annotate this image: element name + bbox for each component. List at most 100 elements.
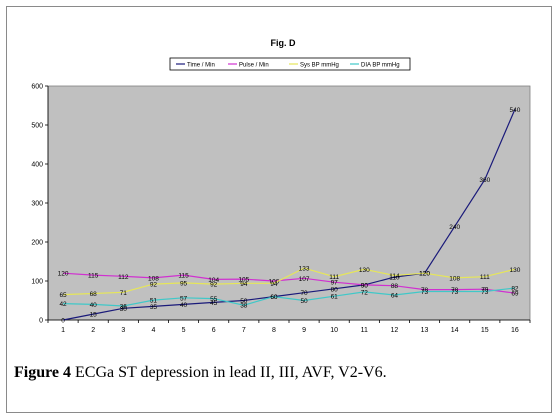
legend-label: Sys BP mmHg	[300, 63, 339, 69]
data-label: 133	[299, 266, 310, 273]
x-tick-label: 1	[61, 327, 65, 334]
data-label: 38	[240, 303, 248, 310]
data-label: 50	[240, 298, 248, 305]
data-label: 130	[359, 267, 370, 274]
chart-title: Fig. D	[271, 38, 296, 48]
data-label: 94	[240, 281, 248, 288]
x-tick-label: 5	[182, 327, 186, 334]
legend-item: Pulse / Min	[228, 63, 269, 69]
x-tick-label: 2	[91, 327, 95, 334]
data-label: 97	[331, 280, 339, 287]
data-label: 57	[180, 295, 188, 302]
legend-label: Pulse / Min	[239, 63, 269, 69]
data-label: 92	[150, 282, 158, 289]
plot-area	[47, 85, 531, 321]
y-tick-label: 200	[31, 240, 43, 247]
data-label: 108	[449, 275, 460, 282]
data-label: 15	[90, 312, 98, 319]
data-label: 73	[481, 289, 489, 296]
data-label: 35	[150, 304, 158, 311]
y-tick-label: 500	[31, 123, 43, 130]
data-label: 120	[419, 271, 430, 278]
y-tick-label: 100	[31, 279, 43, 286]
data-label: 51	[150, 298, 158, 305]
line-chart: Fig. D Time / Min Pulse / Min Sys BP mmHg DI…	[31, 38, 531, 334]
data-label: 68	[90, 291, 98, 298]
x-tick-label: 14	[451, 327, 459, 334]
y-tick-label: 400	[31, 162, 43, 169]
data-label: 42	[59, 301, 67, 308]
series-line	[63, 267, 516, 296]
caption-prefix: Figure 4	[14, 364, 72, 381]
data-label: 78	[421, 287, 429, 294]
data-label: 73	[421, 289, 429, 296]
data-label: 110	[389, 275, 400, 282]
series-line	[63, 272, 515, 294]
data-label: 79	[481, 287, 489, 294]
x-tick-label: 4	[151, 327, 155, 334]
y-tick-label: 0	[39, 318, 43, 325]
data-label: 71	[120, 290, 128, 297]
legend-item: Sys BP mmHg	[289, 63, 339, 69]
x-tick-label: 8	[272, 327, 276, 334]
data-label: 69	[511, 291, 519, 298]
legend-item: DIA BP mmHg	[350, 63, 400, 69]
data-label: 88	[391, 283, 399, 290]
data-label: 55	[210, 296, 218, 303]
series-line	[63, 287, 515, 307]
series-3: 65 68 71 92 95 92 94 94 133 111 130 114 120 108 111 130	[59, 266, 520, 300]
data-label: 111	[329, 274, 339, 281]
data-label: 95	[180, 280, 188, 287]
data-label: 105	[238, 277, 249, 284]
data-label: 30	[120, 306, 128, 313]
legend-item: Time / Min	[176, 63, 215, 69]
data-label: 112	[118, 274, 129, 281]
data-label: 40	[90, 302, 98, 309]
y-tick-label: 600	[31, 84, 43, 91]
x-tick-label: 3	[121, 327, 125, 334]
x-tick-label: 10	[330, 327, 338, 334]
data-label: 0	[61, 318, 65, 325]
data-label: 60	[270, 294, 278, 301]
data-label: 73	[451, 289, 459, 296]
data-label: 50	[300, 298, 308, 305]
x-tick-label: 15	[481, 327, 489, 334]
x-tick-label: 11	[361, 327, 368, 334]
data-label: 40	[180, 302, 188, 309]
data-label: 36	[120, 303, 128, 310]
data-label: 72	[361, 289, 369, 296]
data-label: 100	[269, 279, 280, 286]
x-tick-label: 13	[421, 327, 429, 334]
series-4: 42 40 36 51 57 55 38 60 50 61 72 64 73 73 73 82	[59, 286, 518, 311]
series-2: 120 115 112 108 115 104 105 100 107 97 90 88 78 78 79 6…	[58, 271, 519, 298]
data-label: 65	[59, 292, 67, 299]
data-label: 107	[299, 276, 310, 283]
data-label: 120	[419, 271, 430, 278]
data-label: 80	[331, 286, 339, 293]
x-tick-label: 9	[302, 327, 306, 334]
figure-caption: Figure 4 ECGa ST depression in lead II, …	[14, 364, 387, 382]
data-label: 92	[210, 282, 218, 289]
data-label: 45	[210, 300, 218, 307]
x-tick-label: 12	[391, 327, 399, 334]
data-label: 115	[88, 273, 99, 280]
data-label: 540	[510, 107, 521, 114]
series-1: 0 15 30 35 40 45 50 60 70 80 90 110 120 240 360 540	[61, 107, 520, 325]
y-tick-label: 300	[31, 201, 43, 208]
data-label: 111	[480, 274, 490, 281]
data-label: 70	[300, 290, 308, 297]
legend: Time / Min Pulse / Min Sys BP mmHg DIA BP m…	[169, 57, 411, 71]
data-label: 108	[148, 275, 159, 282]
data-label: 240	[449, 224, 460, 231]
data-label: 78	[451, 287, 459, 294]
data-label: 94	[270, 281, 278, 288]
data-label: 120	[58, 271, 69, 278]
x-tick-label: 7	[242, 327, 246, 334]
legend-label: Time / Min	[187, 63, 215, 69]
data-label: 114	[389, 273, 400, 280]
data-label: 90	[361, 282, 369, 289]
data-label: 115	[178, 273, 189, 280]
data-label: 90	[361, 282, 369, 289]
data-label: 61	[331, 294, 339, 301]
data-label: 60	[270, 294, 278, 301]
